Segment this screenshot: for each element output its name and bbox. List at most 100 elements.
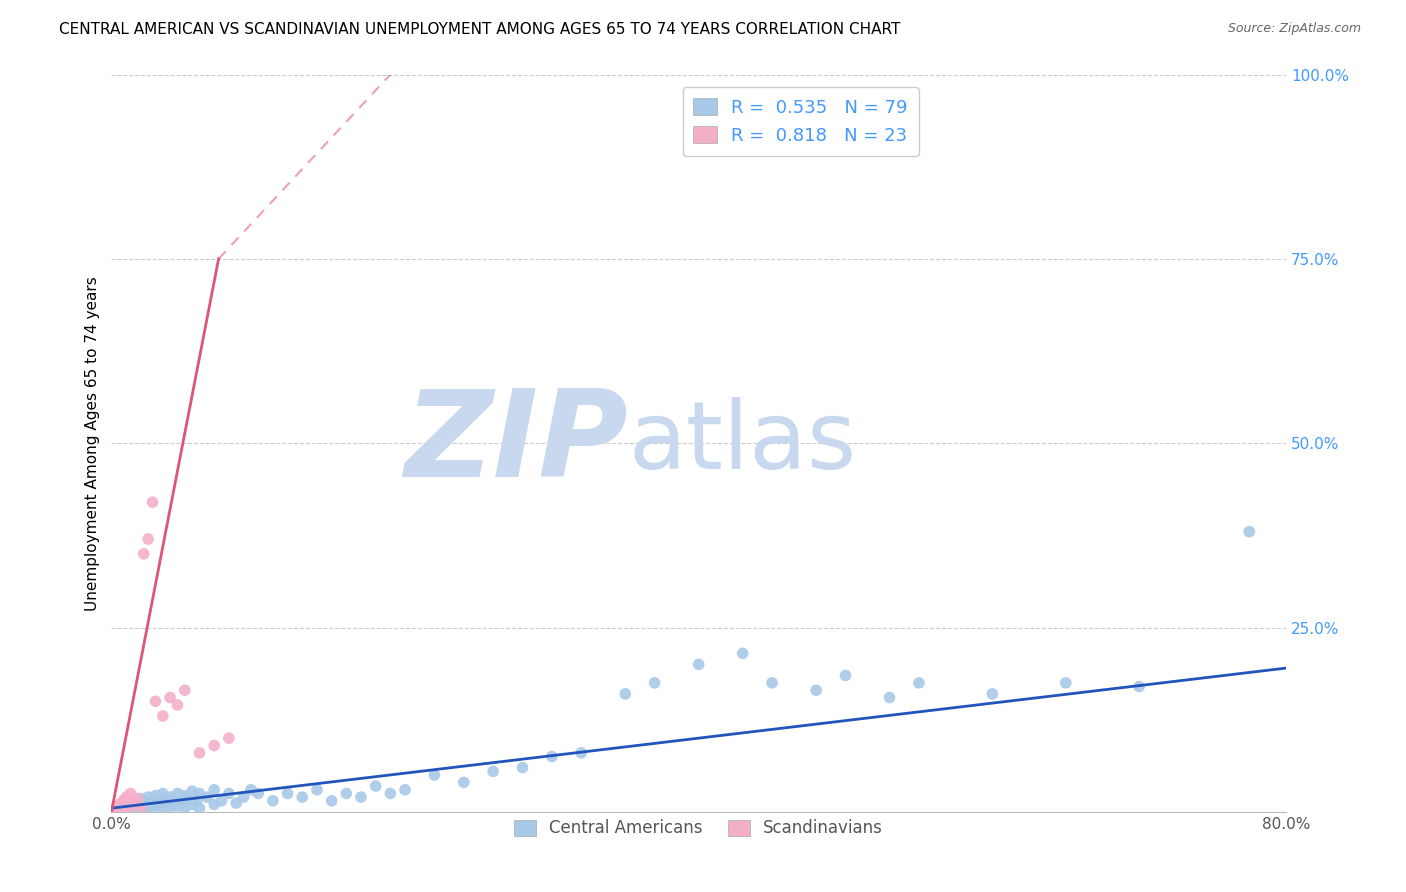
Point [1239,524,1261,539]
Point [111,803,134,817]
Point [423,768,446,782]
Point [159,790,181,805]
Point [125,799,148,814]
Point [107,803,129,817]
Point [112,797,135,812]
Point [115,801,138,815]
Point [152,709,174,723]
Y-axis label: Unemployment Among Ages 65 to 74 years: Unemployment Among Ages 65 to 74 years [86,276,100,610]
Point [139,799,162,814]
Point [541,749,564,764]
Point [166,787,188,801]
Point [262,794,284,808]
Point [141,794,163,808]
Point [136,790,159,805]
Point [115,803,138,817]
Point [173,801,195,815]
Legend: Central Americans, Scandinavians: Central Americans, Scandinavians [508,813,890,844]
Point [120,803,142,817]
Point [305,782,328,797]
Point [136,532,159,546]
Point [188,801,211,815]
Point [159,801,181,815]
Point [239,782,262,797]
Point [211,794,233,808]
Point [688,657,710,672]
Point [127,796,149,810]
Point [129,801,152,815]
Text: CENTRAL AMERICAN VS SCANDINAVIAN UNEMPLOYMENT AMONG AGES 65 TO 74 YEARS CORRELAT: CENTRAL AMERICAN VS SCANDINAVIAN UNEMPLO… [59,22,900,37]
Point [380,787,402,801]
Point [232,790,254,805]
Point [145,801,167,815]
Point [202,782,225,797]
Point [149,791,172,805]
Point [394,782,416,797]
Point [614,687,637,701]
Point [127,791,149,805]
Point [364,779,387,793]
Point [162,794,184,808]
Point [118,796,141,810]
Point [291,790,314,805]
Point [166,799,188,814]
Point [115,796,138,810]
Point [1128,680,1150,694]
Point [166,698,188,712]
Point [761,676,783,690]
Point [202,797,225,812]
Point [335,787,357,801]
Point [202,739,225,753]
Point [115,790,138,805]
Point [218,787,240,801]
Point [181,797,204,812]
Point [177,791,200,805]
Point [247,787,270,801]
Point [152,787,174,801]
Point [186,794,208,808]
Point [136,796,159,810]
Point [1054,676,1077,690]
Point [218,731,240,746]
Point [122,797,145,812]
Point [122,797,145,812]
Point [118,799,141,814]
Point [129,801,152,815]
Point [277,787,299,801]
Point [104,801,127,815]
Text: ZIP: ZIP [405,384,628,501]
Point [512,761,534,775]
Point [173,683,195,698]
Point [152,799,174,814]
Point [453,775,475,789]
Point [908,676,931,690]
Point [120,787,142,801]
Point [104,801,127,815]
Point [170,796,193,810]
Text: Source: ZipAtlas.com: Source: ZipAtlas.com [1227,22,1361,36]
Point [321,794,343,808]
Point [156,796,179,810]
Point [132,547,155,561]
Point [145,789,167,803]
Point [111,799,134,814]
Point [134,803,156,817]
Point [145,694,167,708]
Point [107,797,129,812]
Point [644,676,666,690]
Point [188,746,211,760]
Point [350,790,373,805]
Point [173,789,195,803]
Point [129,791,152,805]
Point [804,683,827,698]
Point [181,784,204,798]
Point [159,690,181,705]
Point [225,796,247,810]
Point [112,794,135,808]
Point [122,794,145,808]
Point [188,787,211,801]
Point [141,495,163,509]
Point [834,668,856,682]
Point [148,797,170,812]
Point [195,790,218,805]
